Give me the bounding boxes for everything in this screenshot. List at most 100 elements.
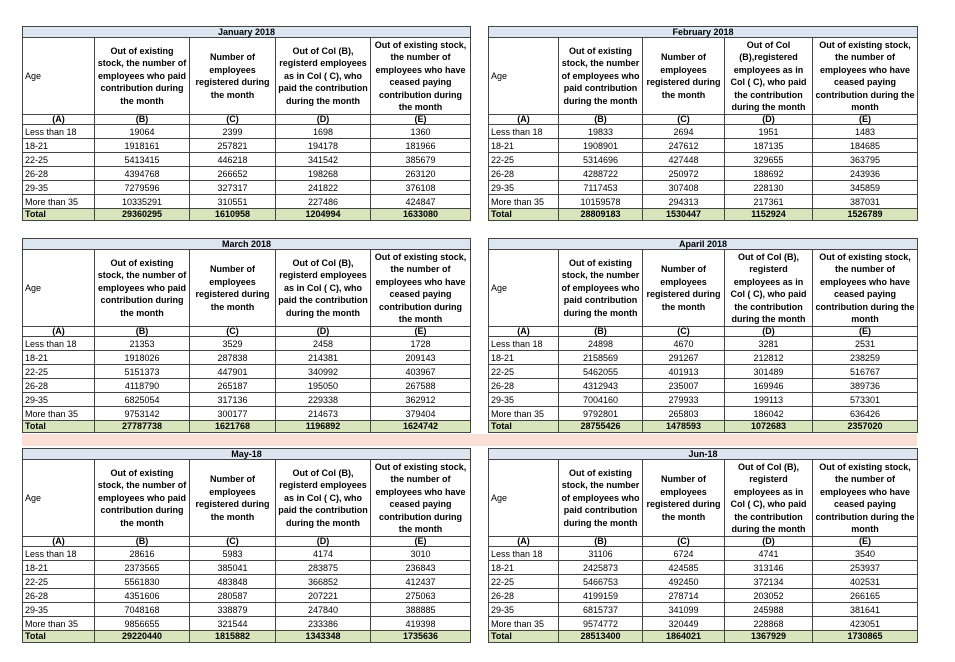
- total-label: Total: [22, 630, 95, 643]
- value-cell: 483848: [189, 574, 276, 589]
- value-cell: 4741: [724, 546, 813, 561]
- value-cell: 320449: [642, 616, 725, 631]
- value-cell: 10159578: [558, 194, 643, 209]
- value-cell: 341542: [275, 152, 371, 167]
- header-cell: Out of existing stock, the number of emp…: [369, 37, 472, 115]
- value-cell: 379404: [369, 406, 472, 421]
- total-value: 1864021: [642, 630, 725, 643]
- column-letter: (C): [189, 536, 276, 547]
- data-row: 18-21 2425873 424585 313146 253937: [488, 560, 919, 575]
- total-value: 28755426: [558, 420, 643, 433]
- header-text: Age: [491, 70, 508, 81]
- value-cell: 1728: [369, 336, 472, 351]
- month-table: February 2018 Age Out of existing stock, t…: [487, 26, 919, 221]
- value-cell: 329655: [724, 152, 813, 167]
- value-cell: 245988: [724, 602, 813, 617]
- value-cell: 307408: [642, 180, 725, 195]
- value-cell: 1951: [724, 124, 813, 139]
- value-cell: 446218: [189, 152, 276, 167]
- value-cell: 401913: [642, 364, 725, 379]
- header-cell: Out of existing stock, the number of emp…: [811, 37, 919, 115]
- value-cell: 403967: [369, 364, 472, 379]
- header-text: Out of existing stock, the number of emp…: [815, 39, 915, 113]
- column-letter: (D): [724, 536, 813, 547]
- value-cell: 278714: [642, 588, 725, 603]
- column-letter: (C): [642, 536, 725, 547]
- header-cell: Number of employees registered during th…: [189, 37, 276, 115]
- value-cell: 9574772: [558, 616, 643, 631]
- age-label: 18-21: [22, 350, 95, 365]
- header-text: Out of existing stock, the number of emp…: [97, 467, 187, 528]
- value-cell: 209143: [369, 350, 472, 365]
- data-row: More than 35 10335291 310551 227486 424847: [22, 194, 472, 209]
- header-cell: Out of existing stock, the number of emp…: [369, 459, 472, 537]
- value-cell: 265187: [189, 378, 276, 393]
- column-letter: (E): [811, 326, 919, 337]
- value-cell: 338879: [189, 602, 276, 617]
- value-cell: 1908901: [558, 138, 643, 153]
- header-text: Out of existing stock, the number of emp…: [815, 251, 915, 325]
- data-row: 26-28 4351606 280587 207221 275063: [22, 588, 472, 603]
- data-row: 22-25 5561830 483848 366852 412437: [22, 574, 472, 589]
- total-label: Total: [488, 630, 559, 643]
- value-cell: 194178: [275, 138, 371, 153]
- total-label: Total: [22, 420, 95, 433]
- value-cell: 389736: [811, 378, 919, 393]
- header-text: Age: [491, 492, 508, 503]
- value-cell: 423051: [811, 616, 919, 631]
- header-row: Age Out of existing stock, the number of …: [22, 37, 472, 115]
- header-text: Out of Col (B), registerd employees as i…: [730, 461, 807, 535]
- header-text: Out of Col (B), registerd employees as i…: [730, 251, 807, 325]
- separator-band: [22, 434, 917, 446]
- age-label: More than 35: [22, 616, 95, 631]
- header-cell: Out of existing stock, the number of emp…: [94, 37, 190, 115]
- age-label: More than 35: [22, 406, 95, 421]
- total-value: 1530447: [642, 208, 725, 221]
- data-row: Less than 18 28616 5983 4174 3010: [22, 546, 472, 561]
- value-cell: 184685: [811, 138, 919, 153]
- column-letter: (D): [275, 114, 371, 125]
- value-cell: 24898: [558, 336, 643, 351]
- data-row: 26-28 4288722 250972 188692 243936: [488, 166, 919, 181]
- column-letter: (A): [488, 536, 559, 547]
- value-cell: 5151373: [94, 364, 190, 379]
- data-row: 18-21 2373565 385041 283875 236843: [22, 560, 472, 575]
- data-row: 26-28 4312943 235007 169946 389736: [488, 378, 919, 393]
- value-cell: 203052: [724, 588, 813, 603]
- data-row: 29-35 7279596 327317 241822 376108: [22, 180, 472, 195]
- value-cell: 402531: [811, 574, 919, 589]
- header-text: Out of existing stock, the number of emp…: [374, 39, 467, 113]
- value-cell: 385679: [369, 152, 472, 167]
- value-cell: 233386: [275, 616, 371, 631]
- data-row: 22-25 5462055 401913 301489 516767: [488, 364, 919, 379]
- data-row: 26-28 4118790 265187 195050 267588: [22, 378, 472, 393]
- value-cell: 376108: [369, 180, 472, 195]
- value-cell: 3529: [189, 336, 276, 351]
- column-letter: (E): [369, 326, 472, 337]
- age-label: 26-28: [22, 166, 95, 181]
- data-row: More than 35 10159578 294313 217361 387031: [488, 194, 919, 209]
- value-cell: 266165: [811, 588, 919, 603]
- column-letter: (A): [488, 114, 559, 125]
- total-value: 1204994: [275, 208, 371, 221]
- header-text: Number of employees registered during th…: [195, 52, 270, 100]
- age-label: 22-25: [488, 364, 559, 379]
- header-text: Age: [491, 282, 508, 293]
- value-cell: 387031: [811, 194, 919, 209]
- value-cell: 6724: [642, 546, 725, 561]
- header-row: Age Out of existing stock, the number of …: [488, 459, 919, 537]
- age-label: Less than 18: [22, 124, 95, 139]
- total-value: 2357020: [811, 420, 919, 433]
- value-cell: 4394768: [94, 166, 190, 181]
- header-cell: Age: [22, 459, 95, 537]
- value-cell: 7117453: [558, 180, 643, 195]
- value-cell: 5413415: [94, 152, 190, 167]
- total-label: Total: [488, 420, 559, 433]
- header-text: Age: [25, 282, 42, 293]
- value-cell: 228868: [724, 616, 813, 631]
- header-cell: Number of employees registered during th…: [189, 459, 276, 537]
- value-cell: 1918026: [94, 350, 190, 365]
- month-table: January 2018 Age Out of existing stock, th…: [21, 26, 472, 221]
- value-cell: 419398: [369, 616, 472, 631]
- age-label: Less than 18: [488, 124, 559, 139]
